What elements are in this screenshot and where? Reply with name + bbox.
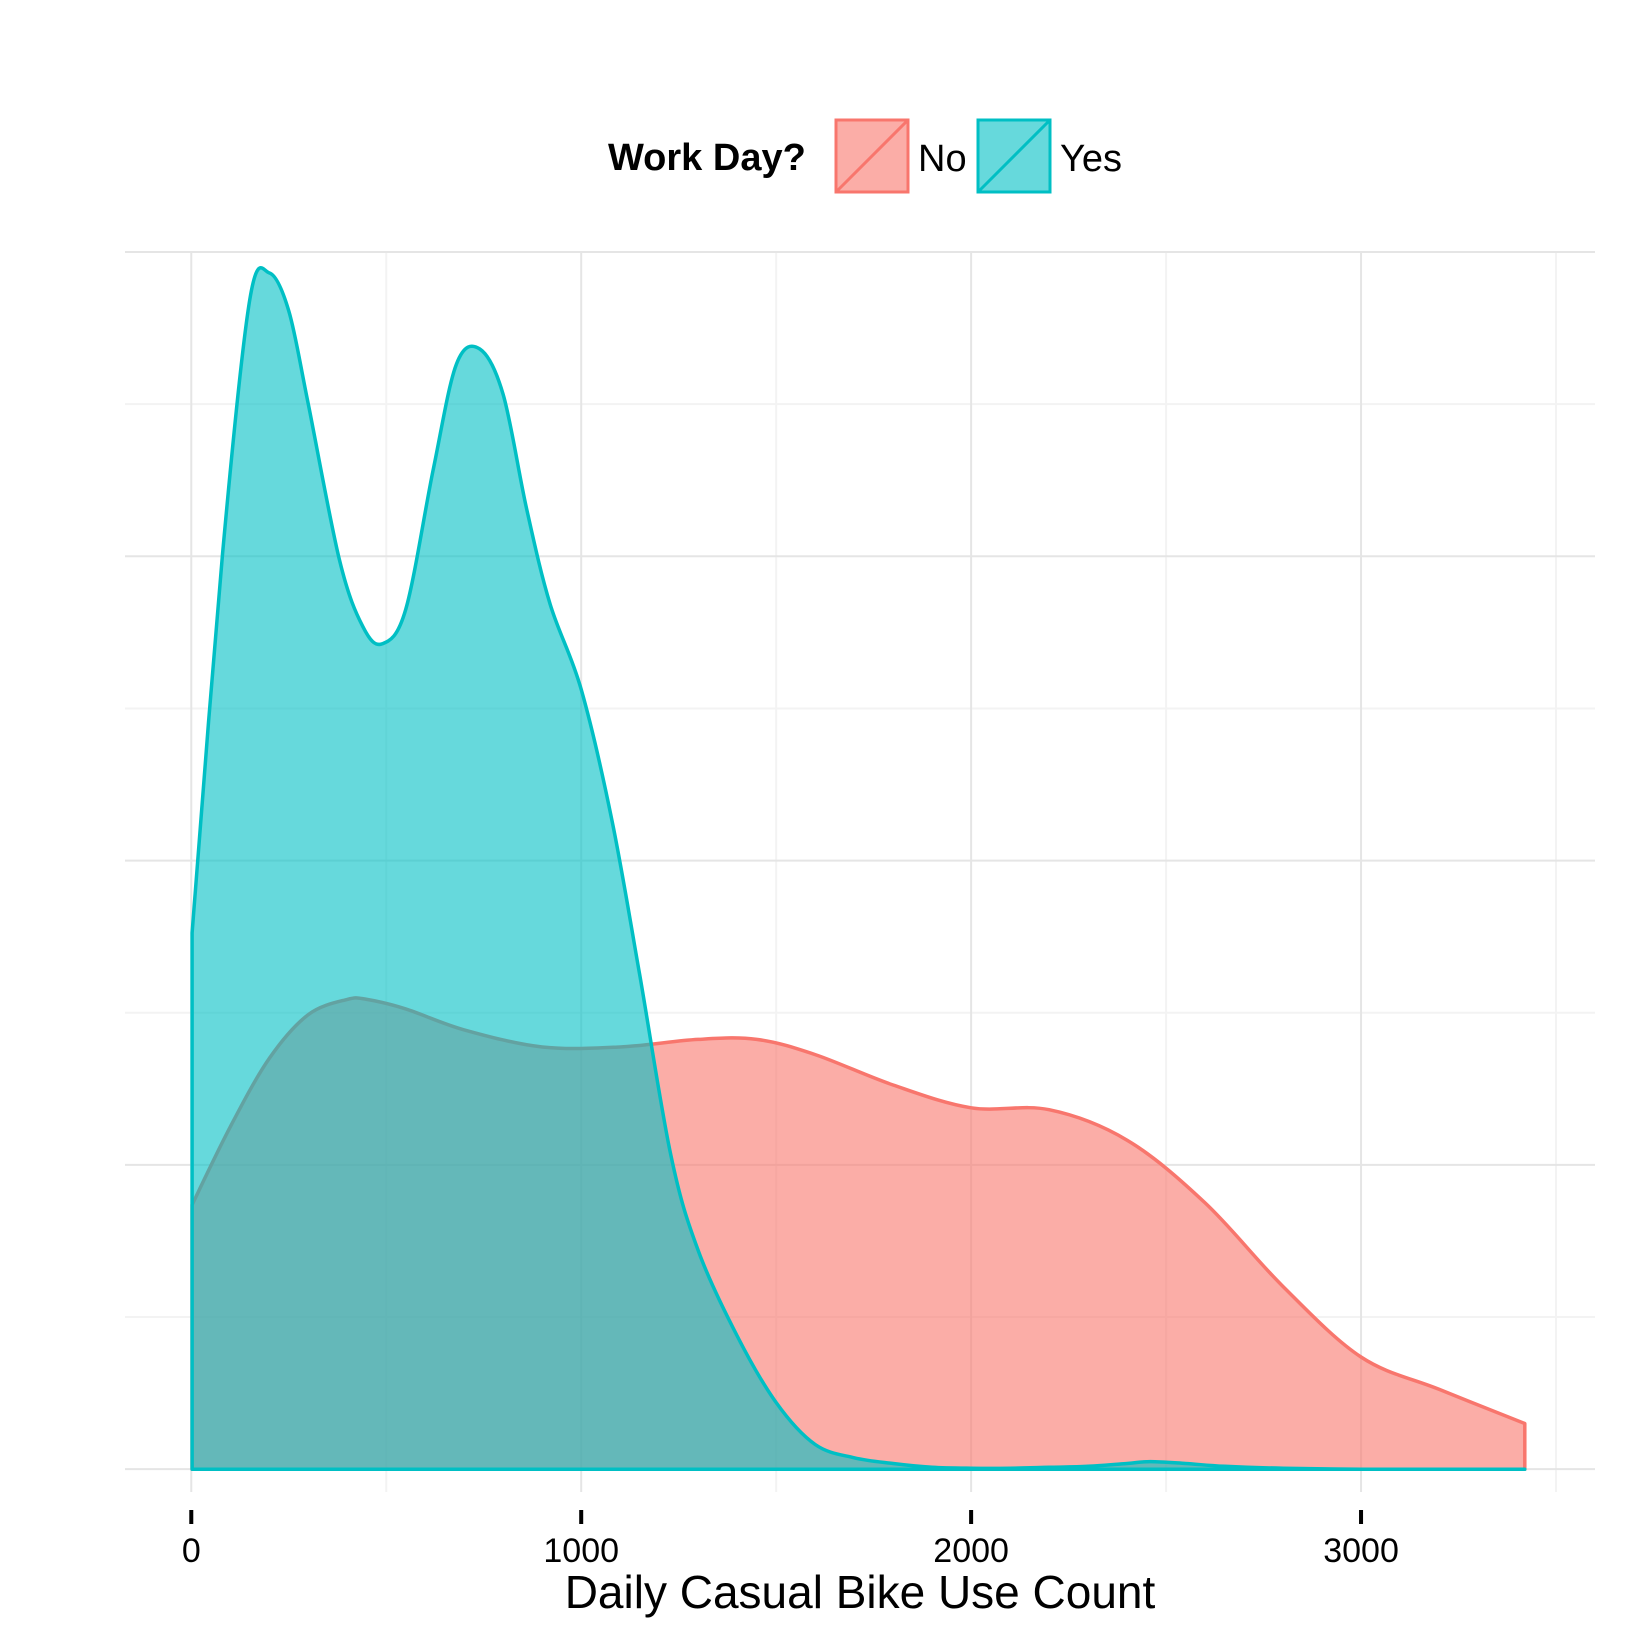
x-axis: 0 1000 2000 3000 Daily Casual Bike Use Count: [182, 1510, 1399, 1618]
x-tick-label: 1000: [543, 1532, 619, 1570]
legend-key-diagonal-no: [834, 118, 910, 194]
legend-key-diagonal-yes: [976, 118, 1052, 194]
density-area-yes: [190, 266, 1527, 1471]
x-axis-title: Daily Casual Bike Use Count: [565, 1566, 1156, 1618]
legend-label-yes: Yes: [1060, 138, 1122, 180]
x-tick-label: 0: [182, 1532, 201, 1570]
legend: Work Day? No Yes: [608, 118, 1122, 194]
x-tick-label: 2000: [933, 1532, 1009, 1570]
legend-label-no: No: [918, 138, 967, 180]
x-tick-label: 3000: [1323, 1532, 1399, 1570]
density-series: [190, 266, 1527, 1471]
legend-title: Work Day?: [608, 137, 806, 179]
